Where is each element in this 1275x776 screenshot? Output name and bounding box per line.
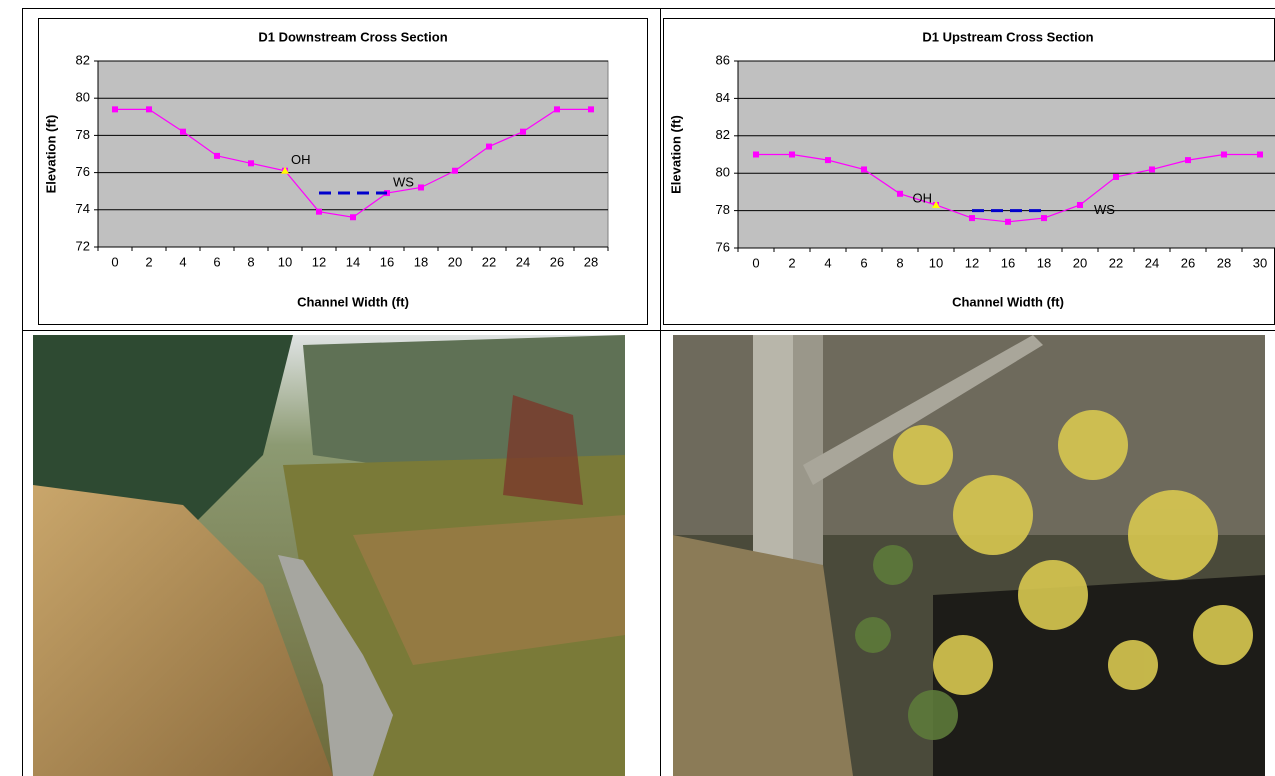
marker bbox=[588, 106, 594, 112]
marker bbox=[825, 157, 831, 163]
series-label: WS bbox=[1094, 202, 1115, 217]
x-tick-label: 24 bbox=[1145, 255, 1159, 270]
x-tick-label: 26 bbox=[550, 254, 564, 269]
y-axis-label: Elevation (ft) bbox=[43, 115, 58, 194]
x-tick-label: 24 bbox=[516, 254, 530, 269]
marker bbox=[180, 129, 186, 135]
x-tick-label: 8 bbox=[247, 254, 254, 269]
x-tick-label: 4 bbox=[824, 255, 831, 270]
chart: D1 Upstream Cross Section Channel Width (… bbox=[663, 0, 1275, 330]
x-tick-label: 2 bbox=[788, 255, 795, 270]
marker bbox=[418, 184, 424, 190]
x-tick-label: 6 bbox=[860, 255, 867, 270]
x-tick-label: 14 bbox=[346, 254, 360, 269]
marker bbox=[1077, 202, 1083, 208]
marker bbox=[1185, 157, 1191, 163]
x-tick-label: 0 bbox=[752, 255, 759, 270]
x-tick-label: 18 bbox=[414, 254, 428, 269]
chart: D1 Downstream Cross Section Channel Width… bbox=[38, 0, 648, 330]
marker bbox=[486, 144, 492, 150]
marker bbox=[1149, 166, 1155, 172]
x-tick-label: 26 bbox=[1181, 255, 1195, 270]
photo bbox=[33, 335, 625, 776]
marker bbox=[248, 160, 254, 166]
marker bbox=[520, 129, 526, 135]
marker bbox=[1221, 152, 1227, 158]
marker bbox=[112, 106, 118, 112]
y-tick-label: 80 bbox=[76, 90, 90, 105]
y-tick-label: 84 bbox=[716, 90, 730, 105]
x-tick-label: 12 bbox=[965, 255, 979, 270]
chart-title: D1 Upstream Cross Section bbox=[922, 29, 1093, 44]
x-axis-label: Channel Width (ft) bbox=[952, 294, 1064, 309]
x-tick-label: 22 bbox=[482, 254, 496, 269]
y-tick-label: 76 bbox=[716, 239, 730, 254]
series-label: OH bbox=[291, 152, 311, 167]
y-tick-label: 86 bbox=[716, 52, 730, 67]
table-border bbox=[22, 8, 23, 776]
x-tick-label: 6 bbox=[213, 254, 220, 269]
x-tick-label: 8 bbox=[896, 255, 903, 270]
x-tick-label: 30 bbox=[1253, 255, 1267, 270]
photo bbox=[673, 335, 1265, 776]
page: {"chart_data": [ {"type": "line", "title… bbox=[0, 0, 1275, 776]
x-tick-label: 20 bbox=[1073, 255, 1087, 270]
y-tick-label: 80 bbox=[716, 165, 730, 180]
y-tick-label: 74 bbox=[76, 201, 90, 216]
y-tick-label: 78 bbox=[76, 127, 90, 142]
marker bbox=[350, 214, 356, 220]
marker bbox=[1041, 215, 1047, 221]
x-tick-label: 16 bbox=[1001, 255, 1015, 270]
marker bbox=[146, 106, 152, 112]
x-tick-label: 10 bbox=[929, 255, 943, 270]
table-border bbox=[22, 330, 1275, 331]
marker bbox=[316, 209, 322, 215]
x-tick-label: 20 bbox=[448, 254, 462, 269]
chart-title: D1 Downstream Cross Section bbox=[258, 29, 447, 44]
series-label: OH bbox=[913, 190, 933, 205]
y-tick-label: 76 bbox=[76, 164, 90, 179]
y-tick-label: 82 bbox=[76, 52, 90, 67]
x-tick-label: 12 bbox=[312, 254, 326, 269]
marker bbox=[1257, 152, 1263, 158]
y-tick-label: 72 bbox=[76, 238, 90, 253]
marker bbox=[897, 191, 903, 197]
y-tick-label: 78 bbox=[716, 202, 730, 217]
x-tick-label: 2 bbox=[145, 254, 152, 269]
table-border bbox=[660, 8, 661, 776]
y-tick-label: 82 bbox=[716, 127, 730, 142]
photo-image bbox=[673, 335, 1265, 776]
x-tick-label: 16 bbox=[380, 254, 394, 269]
marker bbox=[969, 215, 975, 221]
photo-image bbox=[33, 335, 625, 776]
x-tick-label: 10 bbox=[278, 254, 292, 269]
marker bbox=[452, 168, 458, 174]
marker bbox=[554, 106, 560, 112]
x-tick-label: 28 bbox=[1217, 255, 1231, 270]
x-axis-label: Channel Width (ft) bbox=[297, 294, 409, 309]
x-tick-label: 28 bbox=[584, 254, 598, 269]
marker bbox=[1005, 219, 1011, 225]
marker bbox=[789, 152, 795, 158]
marker bbox=[753, 152, 759, 158]
y-axis-label: Elevation (ft) bbox=[668, 115, 683, 194]
x-tick-label: 22 bbox=[1109, 255, 1123, 270]
marker bbox=[1113, 174, 1119, 180]
series-label: WS bbox=[393, 174, 414, 189]
x-tick-label: 4 bbox=[179, 254, 186, 269]
marker bbox=[861, 166, 867, 172]
x-tick-label: 18 bbox=[1037, 255, 1051, 270]
x-tick-label: 0 bbox=[111, 254, 118, 269]
marker bbox=[214, 153, 220, 159]
